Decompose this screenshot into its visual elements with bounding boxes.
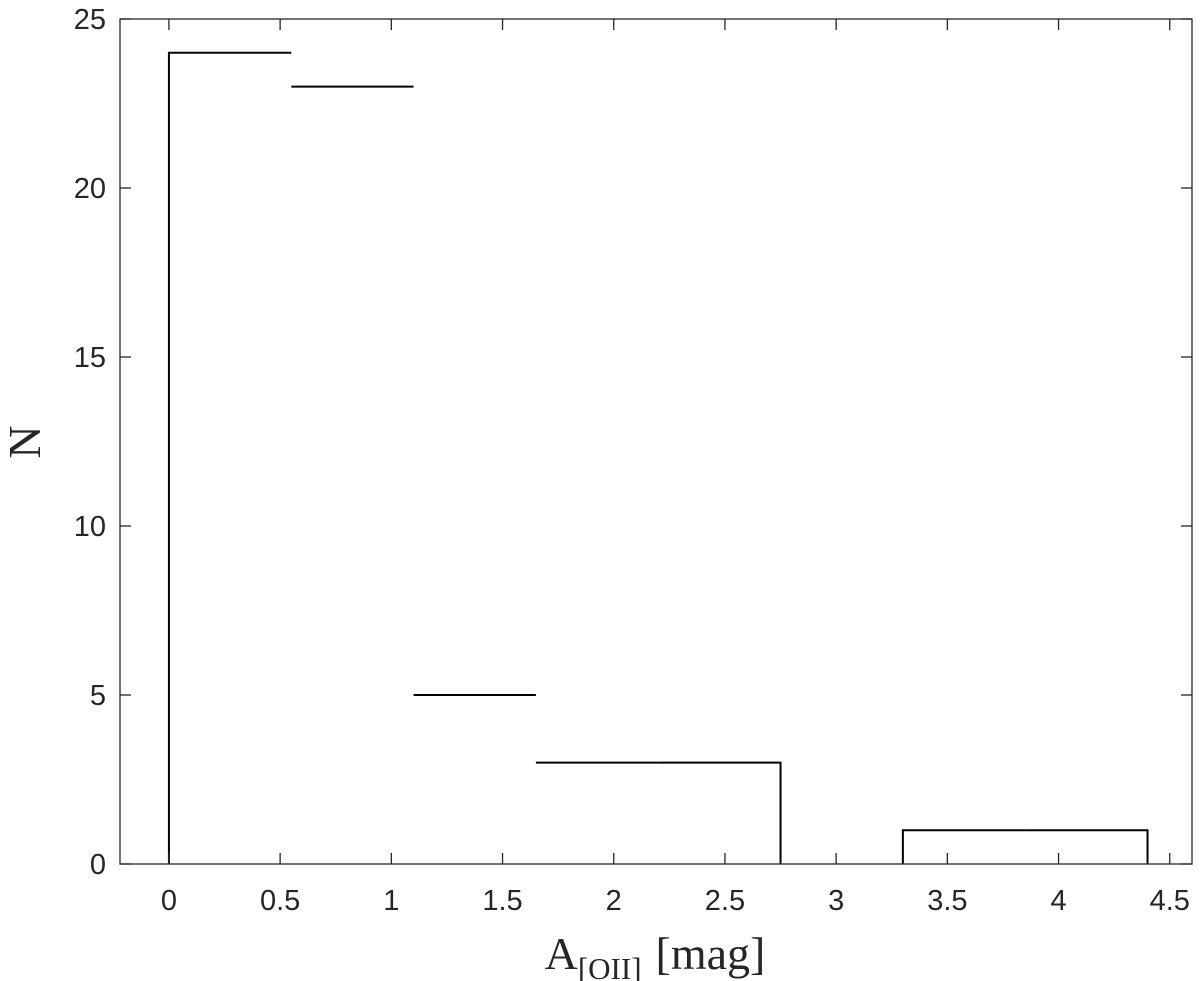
x-tick-label: 3.5 <box>927 885 967 917</box>
histogram-bin-5 <box>658 761 782 864</box>
x-tick-label: 0 <box>161 885 177 917</box>
y-tick-label: 10 <box>74 511 106 543</box>
y-tick-labels: 0 5 10 15 20 25 <box>74 4 106 881</box>
axis-ticks <box>120 18 1192 865</box>
x-tick-label: 4 <box>1050 885 1066 917</box>
y-axis-label: N <box>0 425 50 458</box>
x-axis-label: A[OII] [mag] <box>545 928 766 981</box>
x-tick-label: 1 <box>383 885 399 917</box>
x-axis-label-main: A <box>545 928 578 979</box>
y-tick-label: 15 <box>74 342 106 374</box>
x-tick-label: 0.5 <box>260 885 300 917</box>
y-tick-label: 20 <box>74 173 106 205</box>
x-tick-label: 3 <box>828 885 844 917</box>
histogram-bin-1 <box>167 51 292 864</box>
x-tick-label: 2 <box>606 885 622 917</box>
histogram-marks <box>167 51 1149 864</box>
histogram-bin-8 <box>1025 829 1149 864</box>
plot-area-box <box>119 18 1193 865</box>
y-tick-label: 5 <box>90 680 106 712</box>
y-tick-label: 25 <box>74 4 106 36</box>
x-tick-label: 2.5 <box>705 885 745 917</box>
x-axis-label-suffix: [mag] <box>656 928 766 979</box>
x-tick-label: 1.5 <box>482 885 522 917</box>
y-tick-label: 0 <box>90 849 106 881</box>
x-axis-label-subscript: [OII] <box>578 951 642 981</box>
x-tick-label: 4.5 <box>1150 885 1190 917</box>
x-tick-labels: 0 0.5 1 1.5 2 2.5 3 3.5 4 4.5 <box>161 885 1190 917</box>
histogram-bin-7 <box>901 829 1026 864</box>
